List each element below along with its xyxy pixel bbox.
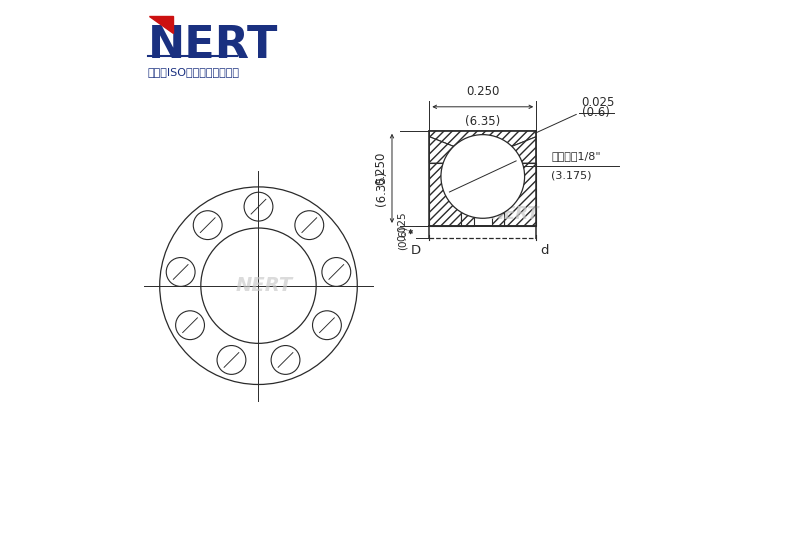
Polygon shape [430, 131, 536, 238]
Polygon shape [504, 163, 536, 226]
Polygon shape [492, 163, 504, 226]
Text: NERT: NERT [148, 24, 278, 67]
Text: 0.250: 0.250 [374, 152, 388, 185]
Polygon shape [149, 16, 173, 33]
Text: 已通过ISO国际质量体系认证: 已通过ISO国际质量体系认证 [148, 67, 240, 77]
Text: (6.35): (6.35) [465, 115, 500, 128]
Polygon shape [430, 163, 462, 226]
Text: 0.250: 0.250 [466, 85, 499, 98]
Text: (0.6): (0.6) [398, 226, 407, 250]
Text: (0.6): (0.6) [582, 106, 610, 119]
Polygon shape [462, 163, 474, 226]
Text: 0.025: 0.025 [398, 211, 407, 241]
Text: (3.175): (3.175) [551, 170, 592, 180]
Circle shape [441, 135, 525, 218]
Polygon shape [504, 137, 536, 207]
Text: 钢球直径1/8": 钢球直径1/8" [551, 151, 601, 161]
Text: NERT: NERT [235, 276, 292, 295]
Polygon shape [430, 131, 536, 146]
Text: NERT: NERT [490, 205, 539, 223]
Text: D: D [411, 244, 422, 257]
Text: d: d [541, 244, 549, 257]
Polygon shape [430, 137, 474, 207]
Text: (6.35): (6.35) [374, 170, 388, 206]
Text: 0.025: 0.025 [582, 97, 615, 109]
